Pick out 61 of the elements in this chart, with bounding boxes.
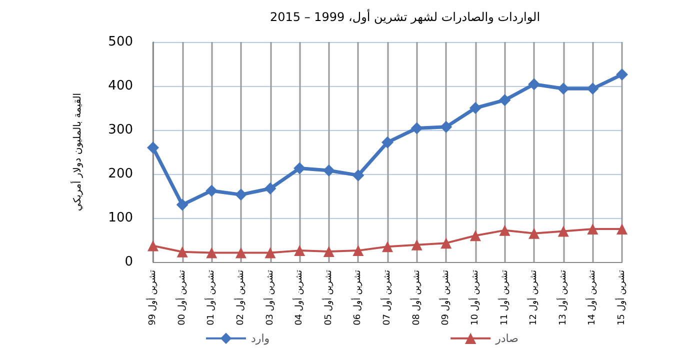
point <box>322 164 335 176</box>
x-tick-label: تشرين أول 05 <box>322 270 334 326</box>
y-tick-label: 300 <box>108 122 133 138</box>
point <box>234 188 247 201</box>
x-tick-label: تشرين أول 00 <box>175 270 188 326</box>
y-tick-label: 500 <box>108 34 133 50</box>
point <box>499 224 510 236</box>
point <box>235 247 246 258</box>
point <box>616 224 628 234</box>
x-tick-label: تشرين أول 08 <box>410 270 422 326</box>
x-tick-label: تشرين أول 99 <box>146 270 158 326</box>
point <box>323 246 334 257</box>
point <box>352 169 364 182</box>
y-tick-label: 100 <box>108 210 133 226</box>
x-tick-label: تشرين أول 10 <box>468 270 480 326</box>
point <box>469 102 482 114</box>
point <box>587 224 598 234</box>
point <box>352 245 364 256</box>
y-tick-label: 400 <box>108 78 133 94</box>
point <box>558 226 569 237</box>
x-tick-label: تشرين أول 06 <box>351 270 364 326</box>
point <box>294 162 306 174</box>
legend-label: صادر <box>494 332 518 345</box>
point <box>498 94 511 106</box>
point <box>586 82 599 95</box>
point <box>528 78 540 90</box>
point <box>411 239 422 250</box>
point <box>616 68 628 81</box>
point <box>176 246 188 258</box>
point <box>206 184 218 197</box>
x-tick-label: تشرين أول 14 <box>586 270 598 326</box>
y-axis-title: القيمة بالمليون دولار أمريكي <box>70 92 84 212</box>
x-tick-label: تشرين أول 04 <box>292 270 305 326</box>
point <box>557 82 570 95</box>
point <box>176 198 188 211</box>
point <box>382 136 394 148</box>
point <box>440 238 452 249</box>
point <box>264 247 276 258</box>
point <box>528 228 540 239</box>
point <box>148 240 158 252</box>
point <box>294 245 306 256</box>
x-tick-label: تشرين أول 11 <box>498 270 510 326</box>
point <box>470 230 481 242</box>
x-tick-label: تشرين أول 15 <box>615 270 627 326</box>
x-tick-label: تشرين أول 13 <box>556 270 568 326</box>
x-tick-label: تشرين أول 01 <box>204 270 217 326</box>
x-tick-label: تشرين أول 03 <box>263 270 276 326</box>
point <box>206 247 218 258</box>
x-tick-label: تشرين أول 12 <box>527 270 540 326</box>
point <box>440 120 452 133</box>
point <box>147 142 159 154</box>
y-tick-label: 0 <box>124 254 133 270</box>
x-tick-label: تشرين أول 02 <box>234 270 246 326</box>
x-tick-label: تشرين أول 07 <box>380 270 392 326</box>
point <box>382 241 393 252</box>
legend-label: وارد <box>251 332 270 345</box>
point <box>410 122 423 134</box>
x-tick-label: تشرين أول 09 <box>439 270 452 326</box>
y-tick-label: 200 <box>108 166 133 182</box>
point <box>264 182 276 195</box>
chart-title: الواردات والصادرات لشهر تشرين أول، 1999 – 2015 <box>270 9 540 24</box>
